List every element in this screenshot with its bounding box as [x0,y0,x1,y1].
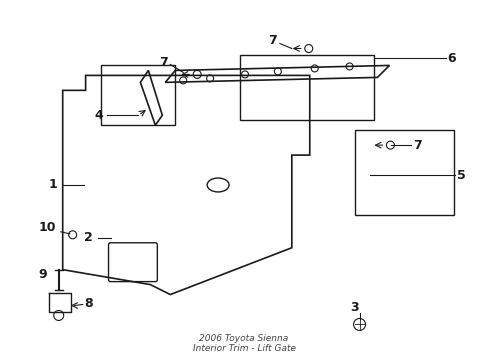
Bar [354,130,453,215]
Text: 5: 5 [456,168,465,181]
Text: 7: 7 [159,56,167,69]
Text: 3: 3 [349,301,358,314]
Bar [101,66,175,125]
Text: 2006 Toyota Sienna
Interior Trim - Lift Gate: 2006 Toyota Sienna Interior Trim - Lift … [192,334,295,353]
Text: 2: 2 [84,231,93,244]
Bar [240,55,374,120]
Text: 10: 10 [39,221,57,234]
Text: 4: 4 [94,109,103,122]
Text: 6: 6 [446,52,455,65]
Text: 9: 9 [39,268,47,281]
Text: 7: 7 [268,34,277,47]
Text: 7: 7 [412,139,421,152]
Text: 1: 1 [48,179,57,192]
Text: 8: 8 [84,297,93,310]
